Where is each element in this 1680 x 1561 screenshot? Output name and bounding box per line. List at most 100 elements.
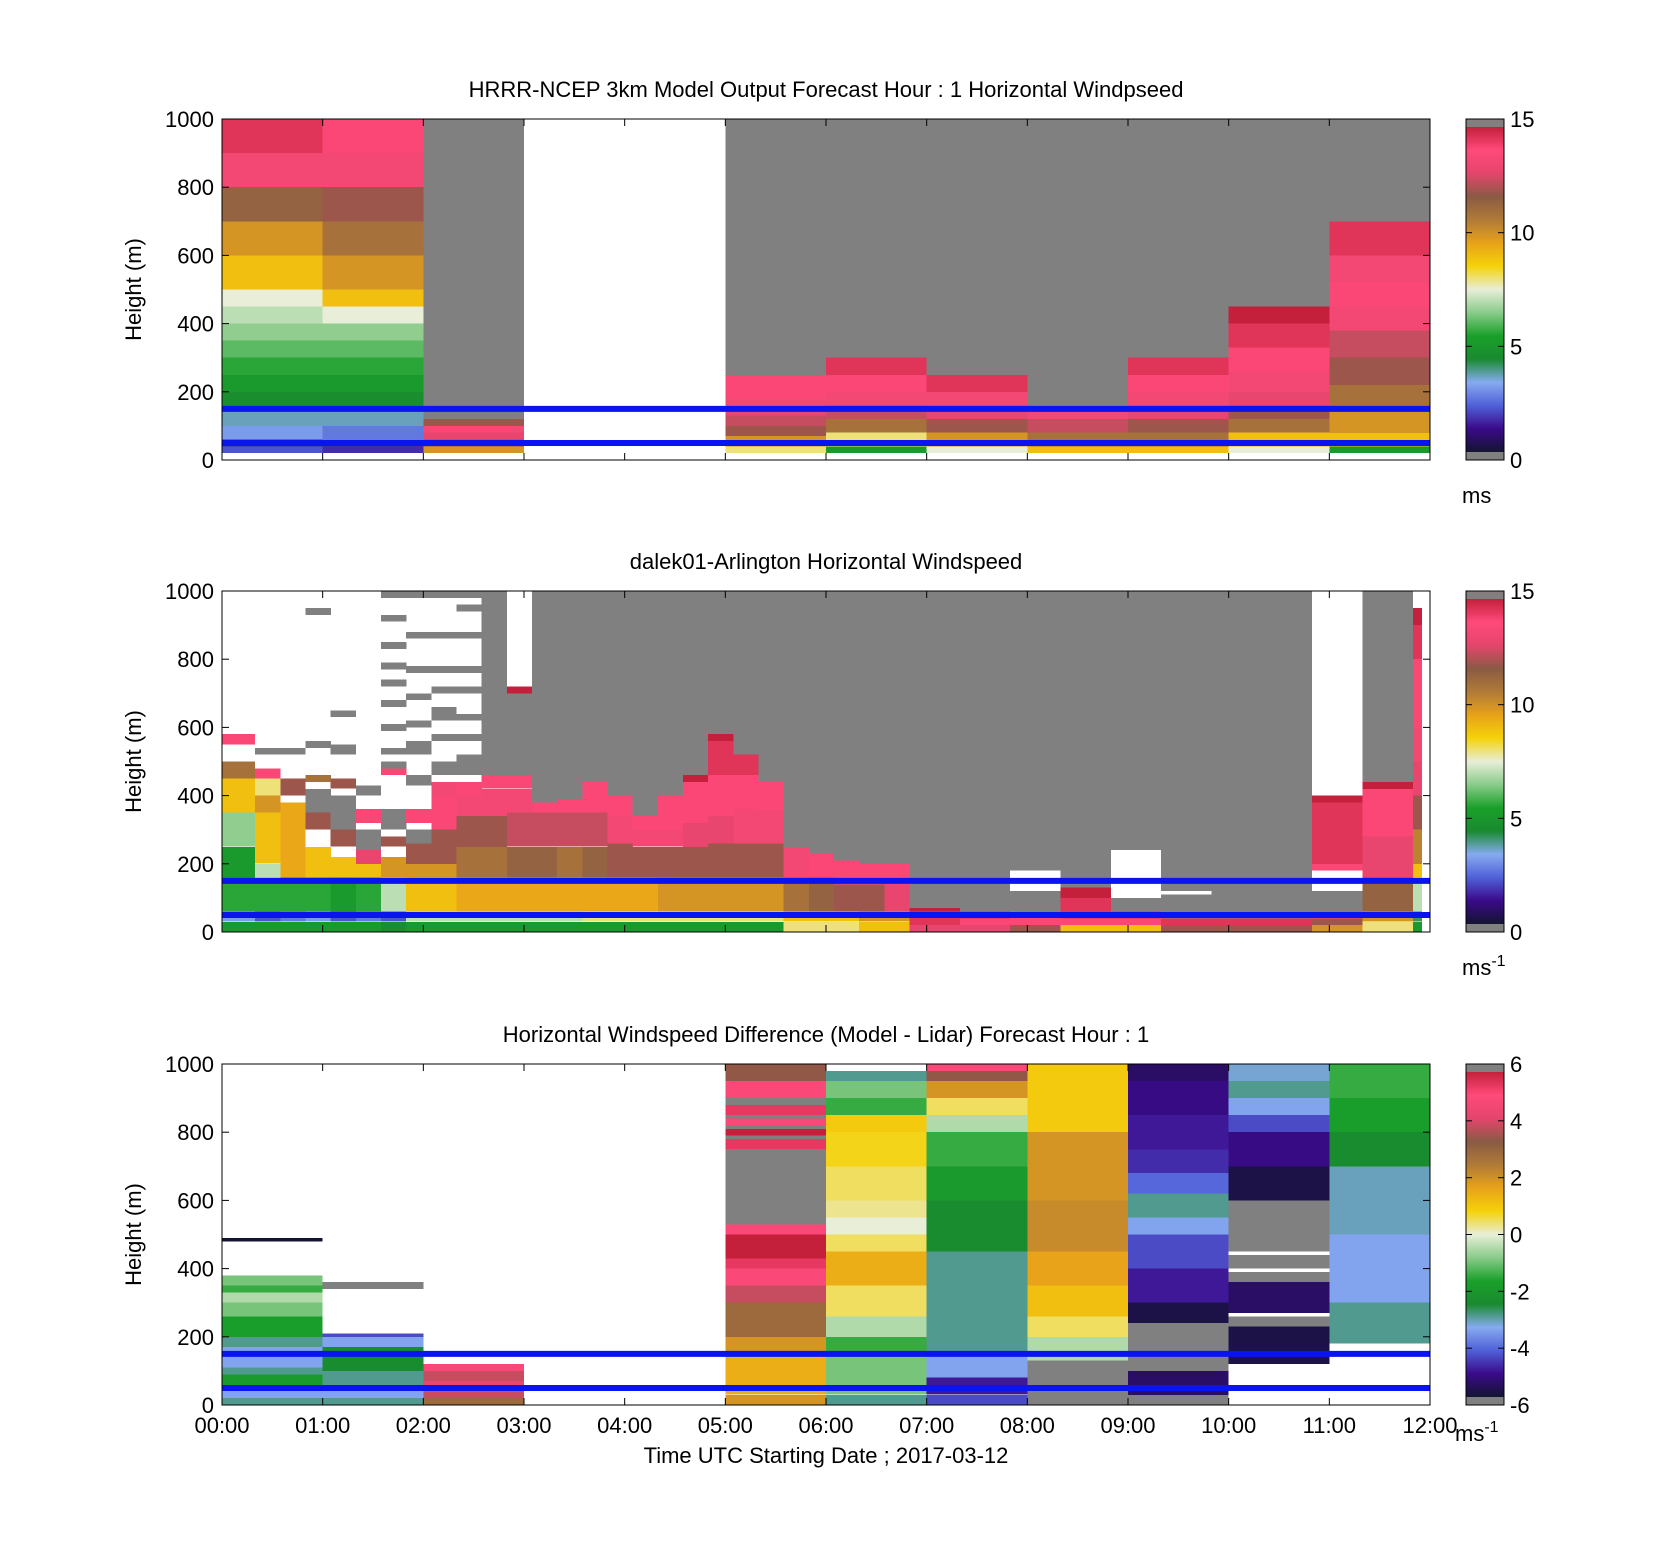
colorbar-tick-label: 2	[1510, 1166, 1522, 1191]
heatmap-cell	[1228, 1166, 1330, 1201]
heatmap-cell	[725, 1139, 826, 1150]
heatmap-cell	[1128, 1370, 1229, 1395]
heatmap-cell	[733, 754, 759, 776]
heatmap-cell	[532, 591, 558, 762]
heatmap-cell	[708, 816, 734, 844]
y-axis: 0 200 400 600 800 1000	[165, 107, 1430, 473]
heatmap-cell	[280, 747, 306, 755]
heatmap-cell	[1060, 918, 1111, 926]
heatmap-cell	[1027, 1064, 1128, 1133]
heatmap-cell	[1128, 1173, 1229, 1194]
heatmap-cell	[808, 591, 835, 854]
colorbar-tick-label: 5	[1510, 806, 1522, 831]
heatmap-cell	[406, 741, 432, 755]
heatmap-cell	[1329, 357, 1430, 385]
heatmap-cell	[1329, 282, 1430, 307]
heatmap-cell	[381, 614, 407, 622]
heatmap-cell	[305, 812, 331, 830]
y-tick-label: 0	[202, 448, 214, 473]
heatmap-cell	[381, 747, 407, 755]
heatmap-cell	[1211, 925, 1262, 932]
y-tick-label: 200	[177, 852, 214, 877]
heatmap-cell	[909, 925, 960, 932]
colorbar: -6 -4 -2 0 2 4 6	[1465, 1052, 1530, 1418]
heatmap-cell	[431, 734, 457, 741]
heatmap-cell	[532, 768, 558, 803]
heatmap-cell	[481, 788, 507, 817]
heatmap-cell	[725, 1104, 826, 1116]
chart-title: HRRR-NCEP 3km Model Output Forecast Hour…	[469, 77, 1184, 102]
heatmap-cell	[1110, 897, 1162, 912]
heatmap-cell	[1211, 887, 1262, 898]
heatmap-cell	[725, 119, 826, 375]
heatmap-cell	[725, 398, 826, 409]
y-tick-label: 0	[202, 1393, 214, 1418]
heatmap-cell	[826, 119, 927, 358]
heatmap-cell	[632, 591, 658, 817]
heatmap-cell	[1362, 836, 1413, 878]
colorbar-tick-label: 4	[1510, 1109, 1522, 1134]
heatmap-cells	[222, 1064, 1430, 1405]
heatmap-cell	[758, 782, 784, 810]
x-tick-label: 04:00	[597, 1413, 652, 1438]
heatmap-cell	[1027, 1200, 1128, 1252]
heatmap-cell	[406, 843, 432, 864]
heatmap-cell	[222, 391, 323, 409]
heatmap-cell	[322, 357, 424, 375]
heatmap-cell	[1161, 918, 1212, 926]
heatmap-cell	[826, 1070, 927, 1081]
heatmap-cell	[330, 778, 356, 789]
heatmap-cell	[826, 1166, 927, 1201]
heatmap-cell	[456, 686, 482, 694]
heatmap-cell	[1128, 391, 1229, 406]
heatmap-cell	[255, 880, 281, 912]
heatmap-cell	[222, 1292, 323, 1303]
heatmap-cell	[708, 921, 734, 932]
heatmap-cell	[557, 799, 583, 813]
heatmap-cell	[826, 391, 927, 406]
heatmap-cell	[725, 1098, 826, 1201]
heatmap-cell	[322, 1398, 424, 1405]
heatmap-cell	[330, 710, 356, 718]
heatmap-cell	[926, 446, 1028, 454]
heatmap-cell	[683, 822, 709, 847]
heatmap-cell	[1128, 374, 1229, 392]
heatmap-cell	[1362, 782, 1413, 789]
heatmap-cell	[1228, 1064, 1330, 1081]
heatmap-cell	[725, 446, 826, 454]
heatmap-cell	[322, 1282, 424, 1289]
heatmap-cell	[1128, 1234, 1229, 1269]
heatmap-cell	[355, 829, 382, 851]
heatmap-cell	[1329, 221, 1430, 256]
heatmap-cell	[322, 425, 424, 443]
heatmap-cell	[456, 795, 482, 817]
heatmap-cell	[532, 802, 558, 813]
heatmap-cell	[1027, 1360, 1128, 1405]
colorbar-tick-label: -6	[1510, 1393, 1530, 1418]
y-tick-label: 1000	[165, 107, 214, 132]
heatmap-cell	[330, 795, 356, 830]
colorbar-unit-base: ms	[1462, 483, 1491, 508]
heatmap-cell	[322, 374, 424, 392]
heatmap-cell	[381, 836, 407, 847]
heatmap-cell	[1261, 918, 1313, 926]
heatmap-cell	[1010, 925, 1061, 932]
heatmap-cell	[708, 741, 734, 776]
heatmap-cell	[1010, 591, 1061, 871]
heatmap-cell	[1412, 761, 1422, 796]
heatmap-cell	[1211, 591, 1262, 888]
x-tick-label: 05:00	[698, 1413, 753, 1438]
y-tick-label: 800	[177, 647, 214, 672]
heatmap-cell	[1228, 1282, 1330, 1313]
heatmap-cell	[222, 921, 256, 932]
heatmap-cell	[926, 1166, 1028, 1201]
heatmap-cell	[222, 1285, 323, 1293]
heatmap-cell	[1027, 1336, 1128, 1361]
y-tick-label: 200	[177, 1325, 214, 1350]
heatmap-cell	[1312, 863, 1363, 871]
heatmap-cell	[725, 1224, 826, 1235]
heatmap-cell	[1027, 1316, 1128, 1337]
heatmap-cell	[1329, 1098, 1430, 1133]
heatmap-cell	[1412, 863, 1422, 878]
heatmap-cell	[725, 1268, 826, 1286]
